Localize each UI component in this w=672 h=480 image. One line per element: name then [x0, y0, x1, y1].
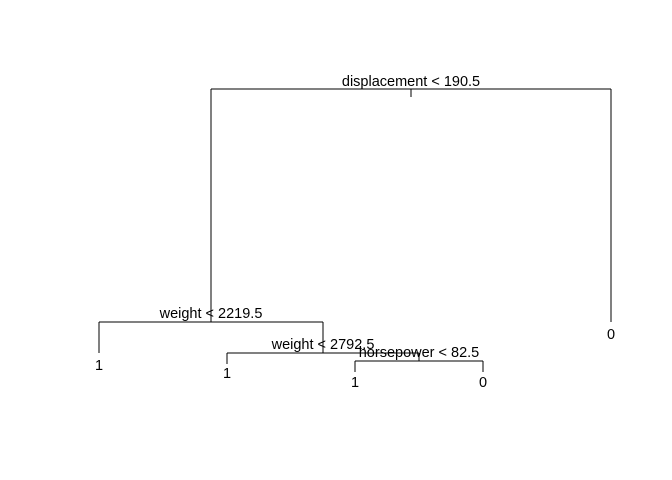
split-label-weight-1: weight < 2219.5 — [159, 306, 263, 322]
split-node-displacement: displacement < 190.5 — [210, 74, 612, 322]
split-node-weight-2: weight < 2792.5 — [226, 337, 420, 364]
leaf-label-horsepower-left: 1 — [351, 375, 359, 391]
leaf-label-root-right: 0 — [607, 327, 615, 343]
split-node-weight-1: weight < 2219.5 — [98, 306, 324, 353]
split-node-horsepower: horsepower < 82.5 — [354, 345, 484, 372]
leaf-label-weight1-left: 1 — [95, 358, 103, 374]
split-label-displacement: displacement < 190.5 — [342, 74, 480, 90]
split-label-weight-2: weight < 2792.5 — [271, 337, 375, 353]
split-label-horsepower: horsepower < 82.5 — [359, 345, 480, 361]
leaf-label-horsepower-right: 0 — [479, 375, 487, 391]
leaf-label-weight2-left: 1 — [223, 366, 231, 382]
